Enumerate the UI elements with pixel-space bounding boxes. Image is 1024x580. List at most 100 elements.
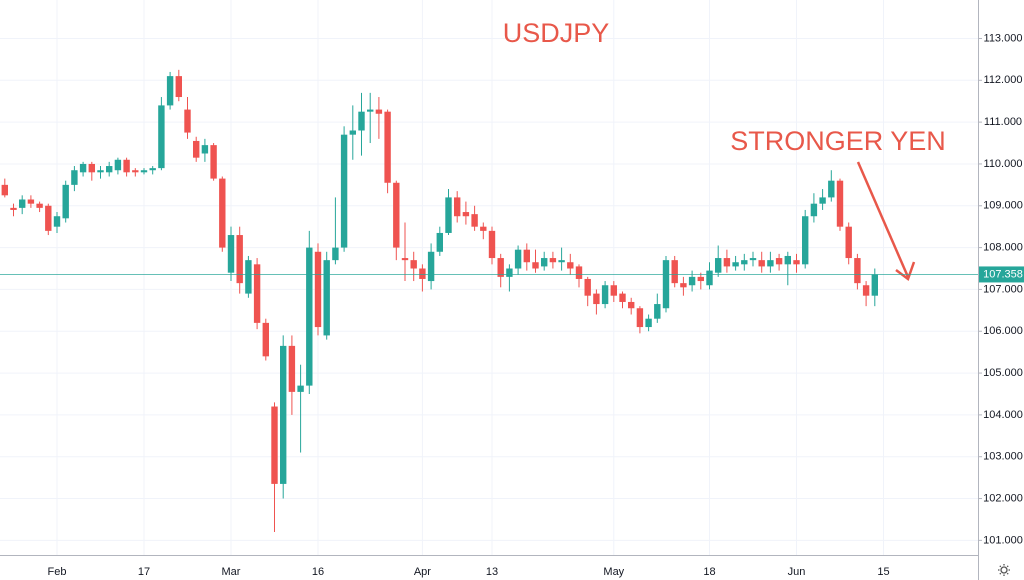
candle-body bbox=[375, 109, 383, 114]
candle-body bbox=[775, 258, 783, 265]
candle-body bbox=[541, 258, 548, 267]
candle-body bbox=[193, 140, 200, 158]
candle-body bbox=[140, 170, 148, 173]
candle-body bbox=[88, 163, 95, 173]
candle-body bbox=[297, 385, 304, 392]
candle-body bbox=[45, 205, 52, 231]
candle-body bbox=[367, 109, 374, 112]
candle-body bbox=[19, 199, 26, 208]
candle-body bbox=[288, 345, 296, 392]
candle-body bbox=[245, 260, 252, 294]
x-tick-label: 16 bbox=[312, 566, 324, 578]
y-tick-label: 111.000 bbox=[984, 116, 1022, 128]
candle-body bbox=[645, 318, 652, 328]
candle-body bbox=[836, 180, 844, 227]
candle-body bbox=[862, 285, 870, 296]
candle-body bbox=[384, 111, 391, 183]
candle-body bbox=[610, 285, 617, 296]
candle-body bbox=[628, 301, 635, 309]
candle-body bbox=[71, 170, 78, 185]
candle-body bbox=[593, 293, 600, 305]
candle-body bbox=[706, 270, 713, 286]
candle-body bbox=[741, 260, 748, 265]
candle-body bbox=[358, 111, 365, 131]
x-tick-label: Jun bbox=[788, 566, 806, 578]
candle-body bbox=[619, 293, 626, 302]
candle-body bbox=[462, 212, 470, 217]
candle-body bbox=[306, 247, 313, 386]
candle-body bbox=[845, 226, 852, 259]
candle-body bbox=[497, 258, 504, 277]
x-tick-label: Mar bbox=[222, 566, 241, 578]
y-tick-label: 106.000 bbox=[983, 325, 1023, 337]
candle-body bbox=[715, 258, 722, 273]
settings-icon[interactable] bbox=[998, 564, 1010, 576]
candle-body bbox=[10, 207, 17, 210]
x-tick-label: 13 bbox=[486, 566, 498, 578]
candle-body bbox=[810, 203, 818, 217]
x-tick-label: May bbox=[603, 566, 624, 578]
y-tick-label: 109.000 bbox=[983, 200, 1023, 212]
candle-body bbox=[793, 260, 800, 265]
candle-body bbox=[671, 260, 678, 284]
y-tick-label: 104.000 bbox=[983, 409, 1023, 421]
candle-body bbox=[480, 226, 487, 231]
candle-body bbox=[227, 235, 235, 273]
candle-body bbox=[53, 216, 61, 227]
annotation-arrow bbox=[856, 161, 916, 282]
candle-body bbox=[1, 184, 8, 196]
candle-body bbox=[749, 258, 757, 261]
candle-body bbox=[79, 163, 87, 173]
candle-body bbox=[410, 260, 417, 269]
candle-body bbox=[175, 76, 182, 98]
candle-body bbox=[523, 249, 530, 263]
candle-body bbox=[758, 260, 765, 267]
candle-body bbox=[97, 170, 104, 173]
y-tick-label: 101.000 bbox=[983, 534, 1023, 546]
candle-body bbox=[62, 184, 69, 219]
x-tick-label: 18 bbox=[703, 566, 715, 578]
candle-body bbox=[236, 235, 243, 284]
y-tick-label: 112.000 bbox=[984, 74, 1023, 86]
candle-body bbox=[149, 168, 156, 171]
candles bbox=[1, 69, 878, 532]
candle-body bbox=[393, 182, 400, 248]
y-tick-label: 108.000 bbox=[983, 242, 1023, 254]
candle-body bbox=[567, 262, 574, 269]
candle-body bbox=[784, 255, 791, 265]
candle-body bbox=[506, 268, 513, 277]
y-tick-label: 110.000 bbox=[984, 158, 1023, 170]
y-tick-label: 107.000 bbox=[983, 283, 1023, 295]
candle-body bbox=[314, 251, 322, 328]
candle-body bbox=[201, 145, 209, 154]
chart-title: USDJPY bbox=[503, 18, 610, 48]
y-tick-label: 103.000 bbox=[983, 451, 1023, 463]
candle-body bbox=[132, 170, 139, 173]
candle-body bbox=[549, 258, 557, 263]
candle-body bbox=[854, 258, 861, 284]
candle-body bbox=[123, 159, 130, 173]
candle-body bbox=[767, 260, 774, 267]
candle-body bbox=[636, 308, 644, 328]
candle-body bbox=[436, 232, 443, 252]
x-tick-label: 15 bbox=[877, 566, 889, 578]
candle-body bbox=[688, 276, 696, 286]
candle-body bbox=[219, 178, 226, 248]
candle-body bbox=[723, 258, 731, 267]
candle-body bbox=[575, 266, 583, 279]
candle-body bbox=[158, 105, 165, 169]
candle-body bbox=[601, 285, 609, 305]
candle-body bbox=[340, 134, 348, 248]
candle-body bbox=[662, 260, 670, 309]
candle-body bbox=[732, 262, 739, 267]
candle-body bbox=[349, 130, 356, 135]
candle-body bbox=[427, 251, 435, 282]
candle-body bbox=[106, 166, 113, 173]
candle-body bbox=[584, 278, 591, 296]
candle-body bbox=[280, 345, 287, 484]
x-tick-label: Apr bbox=[414, 566, 431, 578]
x-tick-label: Feb bbox=[48, 566, 67, 578]
candle-body bbox=[401, 258, 409, 261]
